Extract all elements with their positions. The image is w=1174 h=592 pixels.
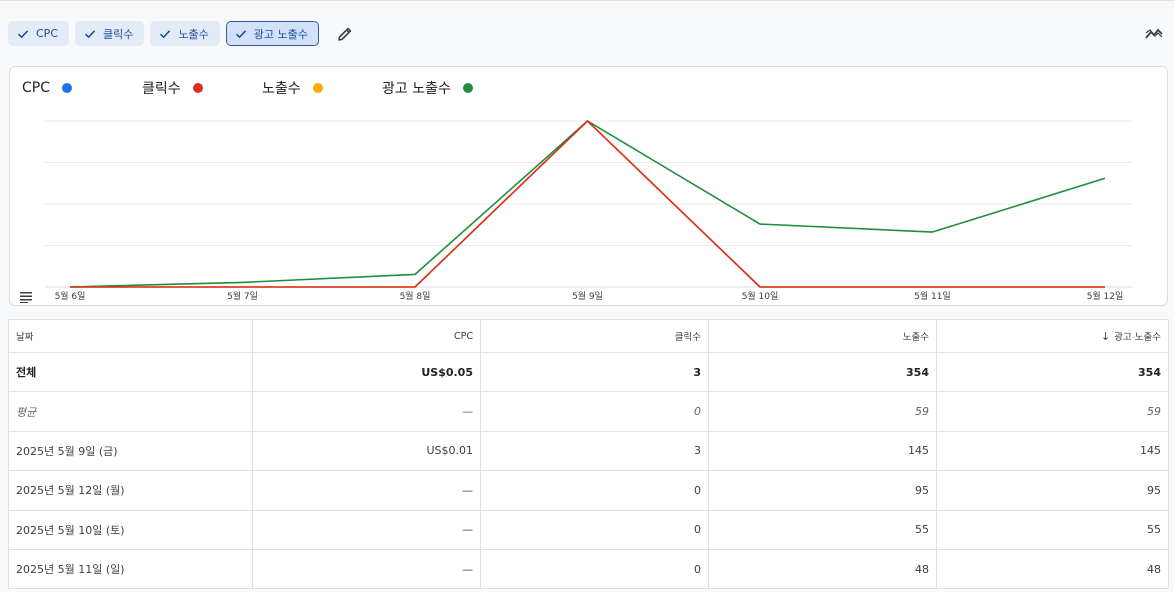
total-row: 전체 US$0.05 3 354 354 bbox=[8, 351, 1169, 393]
header-cpc[interactable]: CPC bbox=[252, 319, 481, 353]
cell-date: 2025년 5월 9일 (금) bbox=[8, 430, 253, 472]
legend-dot bbox=[62, 83, 72, 93]
cell-date: 2025년 5월 11일 (일) bbox=[8, 548, 253, 590]
top-divider bbox=[0, 0, 1174, 1]
legend-dot bbox=[192, 83, 203, 93]
cell-date: 2025년 5월 10일 (토) bbox=[8, 509, 253, 550]
cell-cpc: — bbox=[252, 470, 481, 511]
x-tick-label: 5월 7일 bbox=[227, 290, 258, 302]
cell-impressions: 95 bbox=[708, 470, 937, 511]
chip-label: 노출수 bbox=[178, 27, 209, 41]
cell-ad-impressions: 55 bbox=[936, 509, 1169, 550]
table-row[interactable]: 2025년 5월 12일 (월) — 0 95 95 bbox=[8, 470, 1169, 511]
legend-item-impressions[interactable]: 노출수 bbox=[262, 78, 382, 98]
cell-cpc: — bbox=[252, 509, 481, 550]
legend-label: 클릭수 bbox=[142, 81, 181, 97]
average-row: 평균 — 0 59 59 bbox=[8, 391, 1169, 432]
table-row[interactable]: 2025년 5월 10일 (토) — 0 55 55 bbox=[8, 509, 1169, 550]
cell-cpc: US$0.01 bbox=[252, 430, 481, 472]
legend-label: CPC bbox=[22, 80, 50, 96]
cell-ad-impressions: 95 bbox=[936, 470, 1169, 511]
x-tick-label: 5월 6일 bbox=[55, 290, 86, 302]
legend-dot bbox=[462, 83, 473, 93]
chart-menu-icon[interactable] bbox=[19, 291, 33, 303]
x-tick-label: 5월 12일 bbox=[1087, 290, 1124, 302]
line-chart: 5월 6일 5월 7일 5월 8일 5월 9일 5월 10일 5월 11일 5월 12일 bbox=[45, 120, 1132, 302]
cell-cpc: — bbox=[252, 548, 481, 590]
chip-clicks[interactable]: 클릭수 bbox=[75, 21, 145, 46]
cell-ad-impressions: 48 bbox=[936, 548, 1169, 590]
cell-cpc: US$0.05 bbox=[252, 351, 481, 393]
cell-ad-impressions: 354 bbox=[936, 351, 1169, 393]
performance-chart: CPC 클릭수 노출수 광고 노출수 5월 6일 5월 7일 5월 8일 5월 9일 5… bbox=[9, 66, 1168, 306]
edit-metrics-button[interactable] bbox=[333, 22, 357, 46]
cell-impressions: 145 bbox=[708, 430, 937, 472]
chip-label: 클릭수 bbox=[103, 27, 134, 41]
cell-ad-impressions: 145 bbox=[936, 430, 1169, 472]
cell-cpc: — bbox=[252, 391, 481, 432]
cell-impressions: 48 bbox=[708, 548, 937, 590]
header-impressions[interactable]: 노출수 bbox=[708, 319, 937, 353]
chip-impressions[interactable]: 노출수 bbox=[150, 21, 220, 46]
table-row[interactable]: 2025년 5월 11일 (일) — 0 48 48 bbox=[8, 548, 1169, 590]
cell-ad-impressions: 59 bbox=[936, 391, 1169, 432]
legend-dot bbox=[312, 83, 323, 93]
series-line-3 bbox=[70, 120, 1105, 288]
legend-label: 노출수 bbox=[262, 81, 301, 97]
check-icon bbox=[84, 29, 96, 38]
chart-legend: CPC 클릭수 노출수 광고 노출수 bbox=[22, 79, 473, 97]
x-tick-label: 5월 9일 bbox=[572, 290, 603, 302]
legend-label: 광고 노출수 bbox=[382, 81, 451, 97]
header-clicks[interactable]: 클릭수 bbox=[480, 319, 709, 353]
cell-clicks: 0 bbox=[480, 470, 709, 511]
table-header-row: 날짜 CPC 클릭수 노출수 ↓ 광고 노출수 bbox=[8, 319, 1169, 353]
x-tick-label: 5월 10일 bbox=[742, 290, 779, 302]
header-label: 광고 노출수 bbox=[1114, 332, 1161, 343]
cell-clicks: 3 bbox=[480, 430, 709, 472]
metric-chip-bar: CPC 클릭수 노출수 광고 노출수 bbox=[8, 21, 357, 46]
cell-clicks: 0 bbox=[480, 548, 709, 590]
cell-impressions: 354 bbox=[708, 351, 937, 393]
pencil-icon bbox=[338, 27, 352, 41]
check-icon bbox=[235, 29, 246, 38]
cell-impressions: 59 bbox=[708, 391, 937, 432]
header-ad-impressions[interactable]: ↓ 광고 노출수 bbox=[936, 319, 1169, 353]
legend-item-ad-impressions[interactable]: 광고 노출수 bbox=[382, 78, 473, 98]
chip-cpc[interactable]: CPC bbox=[8, 21, 69, 46]
cell-date: 전체 bbox=[8, 351, 253, 393]
x-tick-label: 5월 8일 bbox=[400, 290, 431, 302]
cell-date: 2025년 5월 12일 (월) bbox=[8, 470, 253, 511]
chip-label: CPC bbox=[36, 27, 58, 40]
legend-item-cpc[interactable]: CPC bbox=[22, 80, 142, 96]
trend-toggle-button[interactable] bbox=[1142, 22, 1166, 46]
chip-ad-impressions[interactable]: 광고 노출수 bbox=[225, 21, 319, 46]
cell-clicks: 3 bbox=[480, 351, 709, 393]
check-icon bbox=[160, 29, 171, 38]
table-row[interactable]: 2025년 5월 9일 (금) US$0.01 3 145 145 bbox=[8, 430, 1169, 472]
cell-impressions: 55 bbox=[708, 509, 937, 550]
trending-icon bbox=[1145, 28, 1163, 39]
check-icon bbox=[17, 29, 29, 38]
cell-clicks: 0 bbox=[480, 391, 709, 432]
x-tick-label: 5월 11일 bbox=[914, 290, 951, 302]
header-date[interactable]: 날짜 bbox=[8, 319, 253, 353]
cell-date: 평균 bbox=[8, 391, 253, 432]
chip-label: 광고 노출수 bbox=[253, 27, 308, 41]
metrics-table: 날짜 CPC 클릭수 노출수 ↓ 광고 노출수 전체 US$0.05 3 354 … bbox=[8, 319, 1169, 590]
cell-clicks: 0 bbox=[480, 509, 709, 550]
legend-item-clicks[interactable]: 클릭수 bbox=[142, 78, 262, 98]
sort-arrow-icon: ↓ bbox=[1101, 330, 1111, 343]
